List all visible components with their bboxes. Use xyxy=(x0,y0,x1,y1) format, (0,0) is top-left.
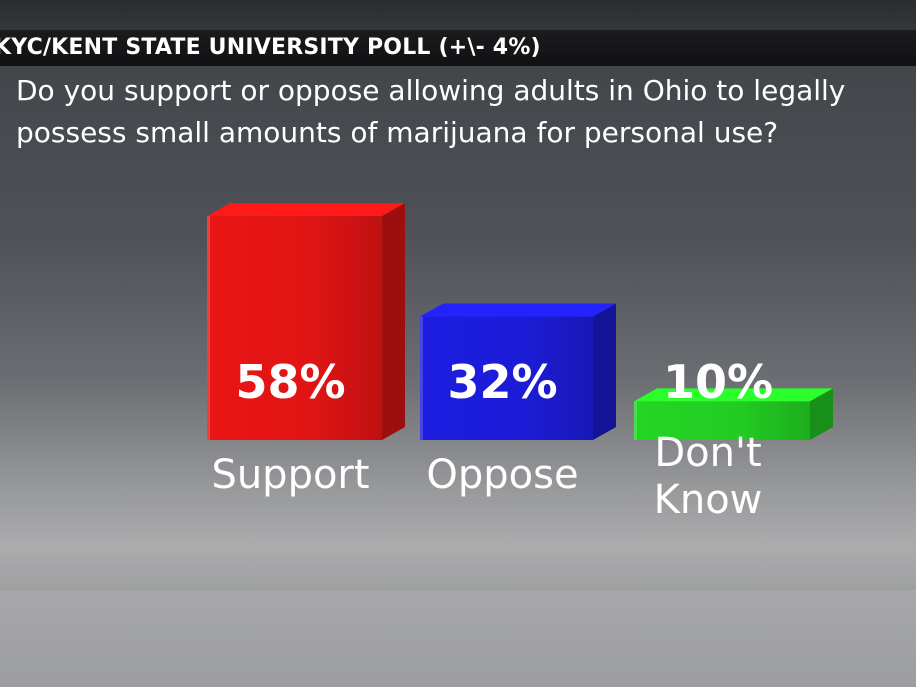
bar-edge-highlight xyxy=(420,316,423,440)
bar-front-face xyxy=(420,316,593,440)
bar-side-face xyxy=(382,203,405,440)
bar-top-face xyxy=(634,388,833,402)
bar-front-face xyxy=(207,216,382,440)
floor-highlight xyxy=(0,500,916,590)
bar-side-face xyxy=(810,388,833,440)
bar-edge-highlight xyxy=(634,401,637,440)
value-label: 10% xyxy=(663,355,773,409)
bar-top-face xyxy=(420,303,616,317)
poll-title: KYC/KENT STATE UNIVERSITY POLL (+\- 4%) xyxy=(0,35,541,60)
bar-edge-highlight xyxy=(207,216,210,440)
bar-top-face xyxy=(207,203,405,217)
poll-question: Do you support or oppose allowing adults… xyxy=(16,70,912,154)
bar-don-t-know xyxy=(634,388,833,440)
category-label: Don't xyxy=(654,430,761,476)
bar-support xyxy=(207,203,405,440)
category-label: Oppose xyxy=(426,452,578,498)
value-label: 32% xyxy=(447,355,557,409)
bar-front-face xyxy=(634,401,810,440)
bar-oppose xyxy=(420,303,616,440)
top-background-strip xyxy=(0,0,916,30)
value-label: 58% xyxy=(235,355,345,409)
bar-side-face xyxy=(593,303,616,440)
category-label: Know xyxy=(654,477,763,523)
poll-question-line-2: possess small amounts of marijuana for p… xyxy=(16,116,779,149)
poll-question-line-1: Do you support or oppose allowing adults… xyxy=(16,74,846,107)
poll-header-band xyxy=(0,30,916,66)
category-label: Support xyxy=(211,452,369,498)
bars-group xyxy=(207,203,833,440)
